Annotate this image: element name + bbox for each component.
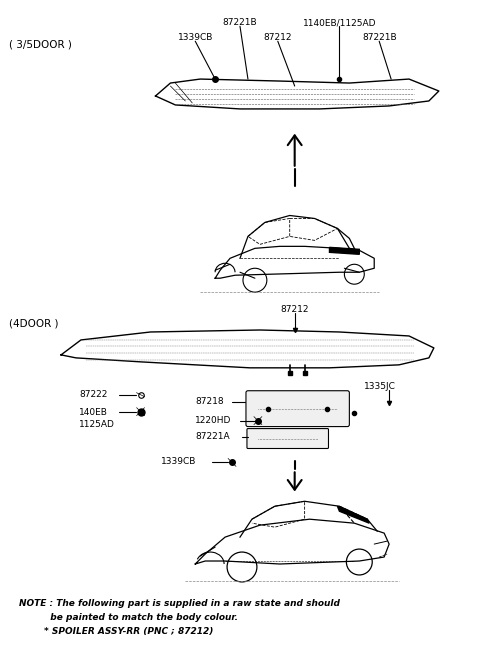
Text: 87218: 87218 [195,397,224,406]
Text: 140EB: 140EB [79,407,108,417]
Text: (4DOOR ): (4DOOR ) [9,318,59,328]
FancyBboxPatch shape [247,428,328,449]
Text: 87221B: 87221B [362,34,396,42]
Text: 87222: 87222 [79,390,108,399]
Text: 1339CB: 1339CB [178,34,213,42]
Polygon shape [337,507,369,523]
Text: 87212: 87212 [280,305,309,314]
Polygon shape [329,247,360,254]
Text: 87221B: 87221B [223,18,257,28]
Text: * SPOILER ASSY-RR (PNC ; 87212): * SPOILER ASSY-RR (PNC ; 87212) [19,627,214,636]
Text: 87221A: 87221A [195,432,230,441]
Text: NOTE : The following part is supplied in a raw state and should: NOTE : The following part is supplied in… [19,599,340,608]
Text: 1125AD: 1125AD [79,420,115,428]
Text: 1339CB: 1339CB [160,457,196,466]
Text: 1140EB/1125AD: 1140EB/1125AD [303,18,376,28]
Text: 1220HD: 1220HD [195,416,232,424]
Text: be painted to match the body colour.: be painted to match the body colour. [19,613,238,622]
Text: 1335JC: 1335JC [364,382,396,391]
Text: 87212: 87212 [264,34,292,42]
Text: ( 3/5DOOR ): ( 3/5DOOR ) [9,39,72,49]
FancyBboxPatch shape [246,391,349,426]
